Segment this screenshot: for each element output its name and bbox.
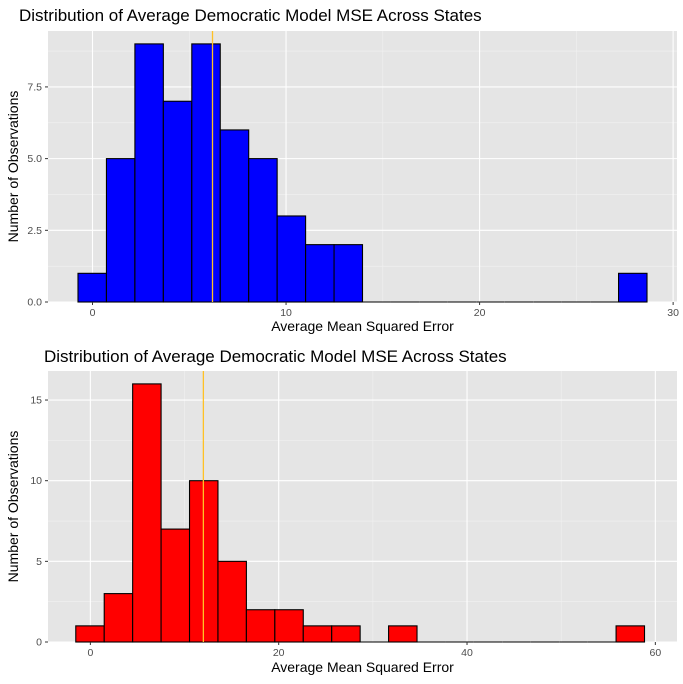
x-tick-label: 0 — [87, 647, 93, 659]
histogram-bar — [134, 43, 164, 303]
grid-lines — [48, 371, 677, 643]
histogram-bar — [103, 593, 134, 643]
histogram-bar — [245, 609, 276, 643]
x-tick-label: 0 — [90, 307, 96, 319]
x-tick-label: 30 — [667, 307, 679, 319]
y-tick-label: 7.5 — [27, 81, 42, 93]
histogram-bar — [618, 272, 648, 303]
x-tick-label: 20 — [273, 647, 285, 659]
x-axis-label: Average Mean Squared Error — [271, 659, 454, 675]
y-tick-label: 5.0 — [27, 153, 42, 165]
bars — [77, 43, 648, 303]
histogram-bar — [217, 560, 247, 643]
chart-title: Distribution of Average Democratic Model… — [44, 347, 507, 366]
histogram-bar — [191, 43, 221, 303]
histogram-bar — [276, 215, 307, 303]
y-tick-label: 2.5 — [27, 225, 42, 237]
histogram-bar — [333, 244, 364, 303]
x-tick-label: 10 — [280, 307, 292, 319]
y-axis-label: Number of Observations — [5, 431, 21, 583]
histogram-bar — [75, 625, 105, 643]
y-tick-label: 0 — [36, 637, 42, 649]
histogram-bar — [248, 158, 278, 303]
histogram-bar — [162, 100, 193, 303]
histogram-bar — [160, 528, 191, 643]
grid-lines — [48, 31, 677, 303]
histogram-bar — [105, 158, 136, 303]
x-tick-label: 40 — [461, 647, 473, 659]
axis-ticks: 0 10 20 30 0.0 2.5 5.0 7.5 — [27, 81, 679, 319]
histogram-red: Distribution of Average Democratic Model… — [5, 347, 677, 675]
histogram-bar — [132, 383, 162, 643]
y-tick-label: 0.0 — [27, 297, 42, 309]
x-axis-label: Average Mean Squared Error — [271, 318, 454, 334]
x-tick-label: 20 — [474, 307, 486, 319]
histogram-bar — [302, 625, 333, 643]
y-tick-label: 10 — [30, 475, 42, 487]
chart-title: Distribution of Average Democratic Model… — [19, 6, 482, 25]
axis-ticks: 0 20 40 60 0 5 10 15 — [30, 395, 661, 659]
histogram-blue: Distribution of Average Democratic Model… — [5, 6, 679, 334]
y-tick-label: 5 — [36, 556, 42, 568]
histogram-bar — [331, 625, 361, 643]
histogram-bar — [388, 625, 418, 643]
histogram-bar — [305, 244, 335, 303]
y-tick-label: 15 — [30, 395, 42, 407]
histogram-bar — [615, 625, 646, 643]
bars — [75, 383, 646, 643]
x-tick-label: 60 — [649, 647, 661, 659]
y-axis-label: Number of Observations — [5, 91, 21, 243]
histogram-bar — [274, 609, 304, 643]
histogram-bar — [219, 129, 250, 303]
histogram-bar — [77, 272, 107, 303]
